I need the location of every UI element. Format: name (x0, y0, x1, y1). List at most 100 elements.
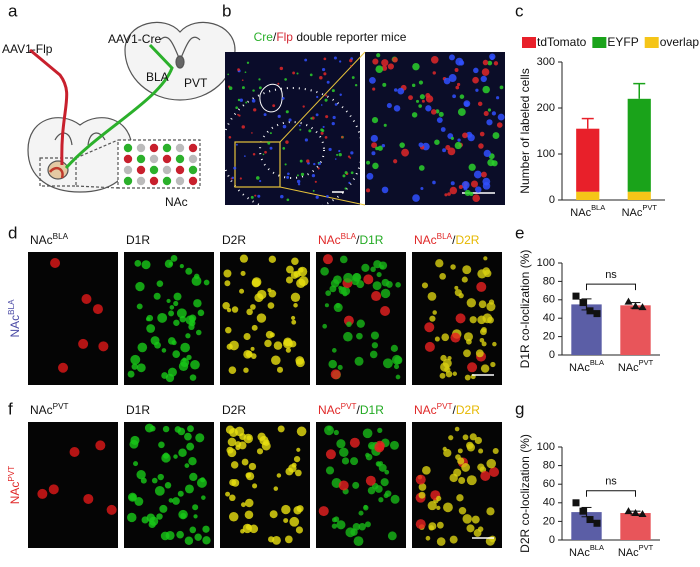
dot (175, 143, 185, 153)
label-part: NAc (414, 403, 437, 417)
cell (480, 75, 487, 83)
cell (332, 115, 336, 120)
data-point (579, 299, 587, 307)
cell (371, 342, 379, 349)
panel-label: d (8, 223, 17, 242)
cell (192, 504, 199, 511)
cell (482, 177, 491, 186)
cell (457, 138, 461, 142)
cell (243, 367, 249, 373)
cell (187, 425, 194, 433)
cell (262, 153, 265, 156)
cell (267, 141, 271, 145)
cell (288, 118, 292, 122)
micrograph (412, 422, 502, 548)
dot (123, 154, 133, 164)
label: NAcPVT (7, 466, 23, 505)
cell (339, 447, 349, 458)
cell (408, 95, 413, 101)
cell (231, 176, 235, 180)
dot (188, 176, 198, 186)
cell (376, 272, 382, 278)
cell (412, 194, 420, 202)
cell (185, 333, 191, 339)
cell (458, 184, 463, 190)
cell (184, 432, 192, 441)
cell (184, 463, 190, 468)
dot (188, 143, 198, 153)
cell (462, 132, 468, 139)
cell (418, 483, 427, 491)
cell (291, 257, 299, 265)
cell (172, 497, 180, 505)
label-part: D2R (222, 233, 246, 247)
cell (350, 171, 354, 175)
cell (411, 83, 416, 88)
cell (366, 172, 374, 180)
annotation: ns (605, 269, 617, 281)
cell (302, 105, 305, 108)
cell (466, 524, 475, 533)
cell (378, 463, 387, 472)
cell (492, 341, 497, 347)
dot (175, 176, 185, 186)
cell (339, 60, 342, 63)
cell (482, 85, 490, 94)
cell (263, 113, 267, 117)
cell (490, 361, 496, 368)
cell (384, 490, 392, 497)
cell (179, 315, 187, 323)
cell (58, 362, 69, 373)
cell (296, 426, 307, 437)
cell (461, 463, 471, 472)
cell (436, 495, 442, 502)
cell (434, 139, 440, 145)
cell (496, 122, 503, 128)
cell (382, 358, 393, 369)
data-point (624, 507, 633, 515)
cell (464, 189, 471, 196)
cell (164, 259, 174, 268)
cell (185, 267, 193, 275)
cell (292, 71, 296, 75)
cell (487, 60, 493, 66)
bar (620, 513, 651, 540)
cell (141, 260, 151, 270)
label-part: NAc (30, 403, 53, 417)
cell (304, 58, 308, 62)
cell (436, 537, 446, 546)
cell (440, 362, 450, 372)
cell (370, 266, 376, 272)
cell (148, 520, 156, 529)
cell (92, 304, 103, 315)
cell (179, 263, 184, 269)
cell (190, 359, 200, 370)
dot (162, 176, 172, 186)
label-part: PVT (437, 402, 453, 411)
dot (123, 176, 133, 186)
cell (350, 151, 354, 155)
schematic (27, 21, 236, 193)
cell (173, 292, 182, 301)
cell (271, 355, 281, 365)
cell (463, 100, 471, 107)
cell (225, 326, 232, 334)
cell (291, 315, 296, 321)
cell (324, 98, 328, 102)
cell (458, 292, 464, 299)
cell (442, 148, 447, 153)
cell (466, 475, 477, 486)
cell (448, 74, 457, 83)
cell (371, 291, 382, 302)
cell (228, 86, 233, 90)
dot (136, 143, 146, 153)
legend-swatch (522, 37, 536, 48)
cell (347, 155, 351, 158)
cell (419, 94, 425, 100)
cell (375, 146, 379, 151)
significance-bracket (586, 283, 636, 291)
cell (268, 255, 277, 264)
cell (342, 174, 346, 178)
y-tick-label: 60 (543, 294, 555, 306)
